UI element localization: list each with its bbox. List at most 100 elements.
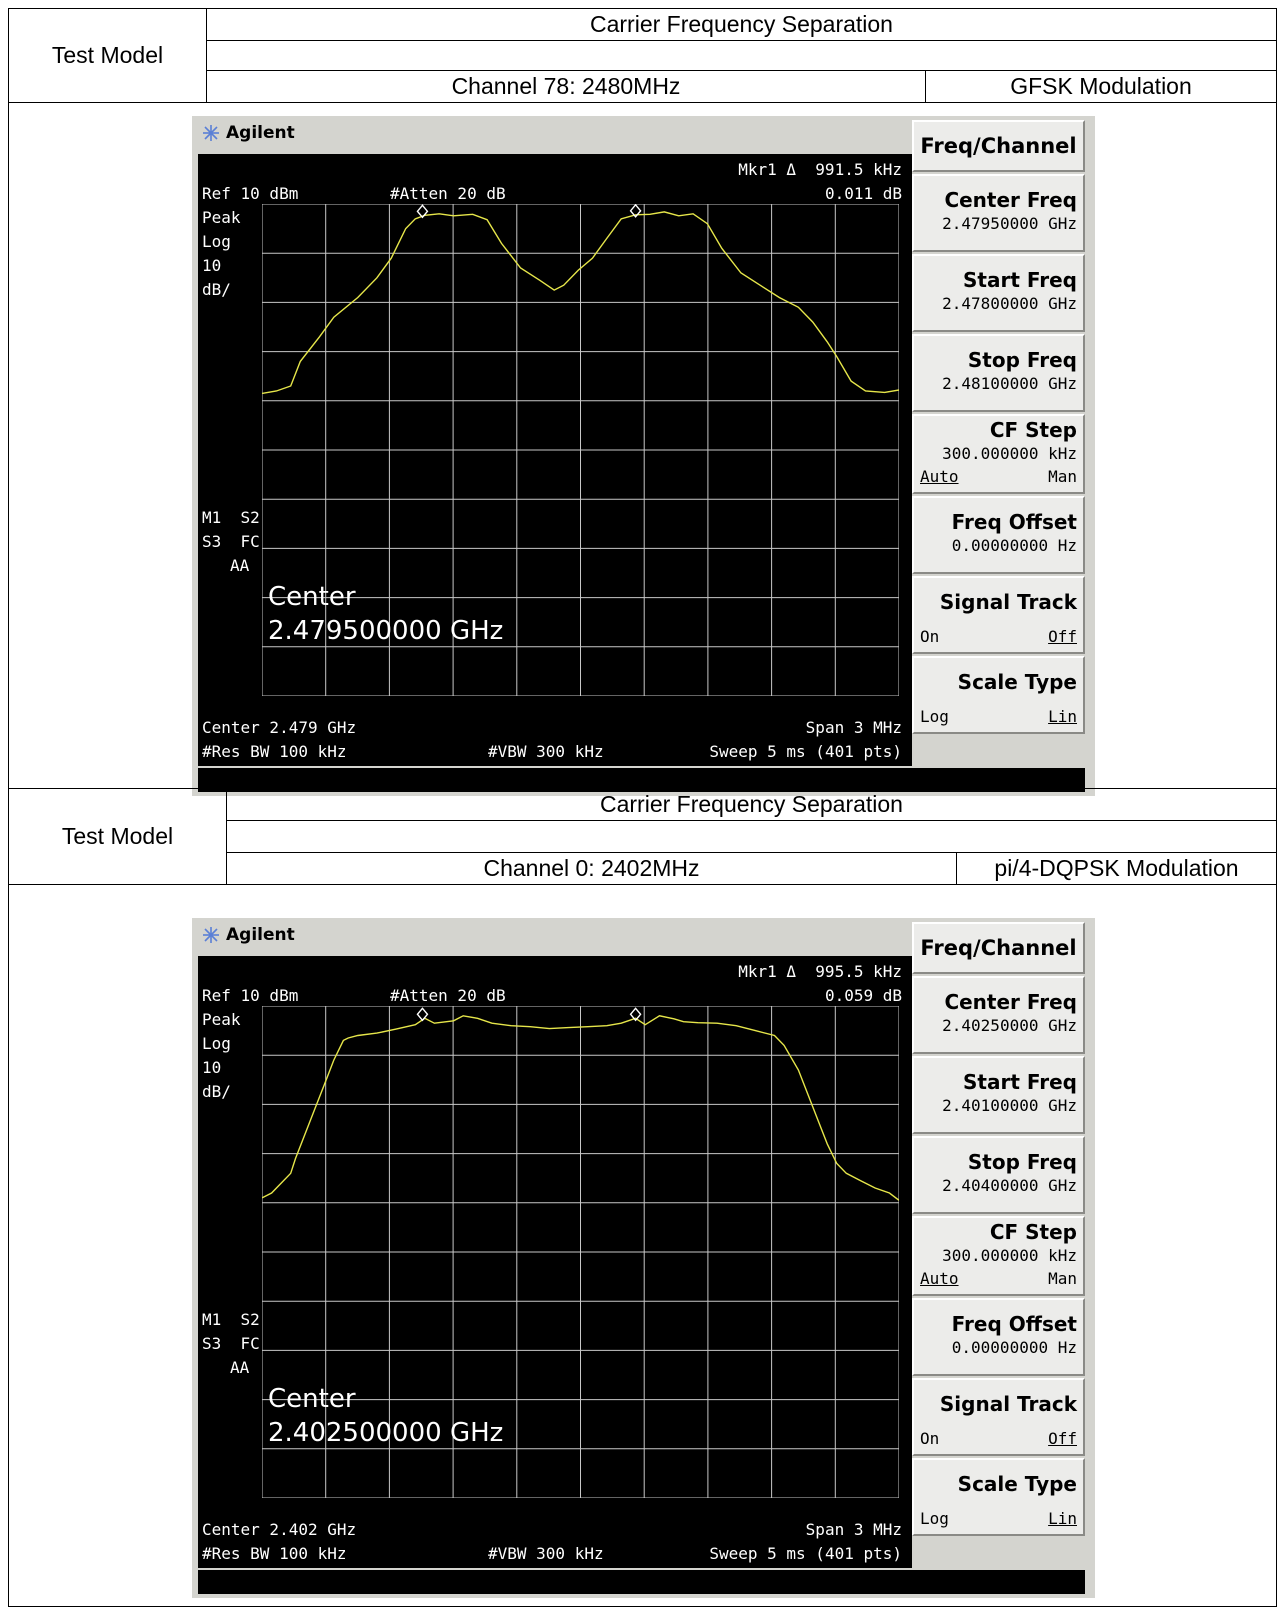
center-frequency: Center 2.479 GHz xyxy=(202,718,357,737)
table-border xyxy=(956,852,957,885)
marker-diamond-icon xyxy=(629,1007,642,1022)
stop-freq-key[interactable]: Stop Freq 2.40400000 GHz xyxy=(912,1136,1085,1214)
marker-diamond-icon xyxy=(416,1007,429,1022)
key-label: Scale Type xyxy=(957,1472,1077,1496)
key-option-auto: Auto xyxy=(920,467,959,486)
spectrum-trace xyxy=(262,1015,899,1201)
center-freq-key[interactable]: Center Freq 2.40250000 GHz xyxy=(912,976,1085,1054)
key-value: 2.40250000 GHz xyxy=(942,1016,1077,1035)
table-border xyxy=(8,8,9,788)
res-bw: #Res BW 100 kHz xyxy=(202,1544,347,1563)
key-value: 2.40100000 GHz xyxy=(942,1096,1077,1115)
table-border xyxy=(8,884,1277,885)
center-label: Center xyxy=(268,582,356,612)
start-freq-key[interactable]: Start Freq 2.47800000 GHz xyxy=(912,254,1085,332)
ref-level: Ref 10 dBm xyxy=(202,986,299,1005)
scale-div: 10 xyxy=(202,256,222,275)
key-value: 2.48100000 GHz xyxy=(942,374,1077,393)
signal-track-key[interactable]: Signal Track On Off xyxy=(912,576,1085,654)
menu-title-key[interactable]: Freq/Channel xyxy=(912,120,1085,172)
center-value: 2.479500000 GHz xyxy=(268,616,504,646)
marker-readout: Mkr1 Δ 995.5 kHz xyxy=(738,962,902,981)
key-option-lin: Lin xyxy=(1048,1509,1077,1528)
key-option-man: Man xyxy=(1048,1269,1077,1288)
modulation-label: GFSK Modulation xyxy=(1010,73,1192,99)
agilent-logo-icon xyxy=(202,124,220,142)
status-line-2: S3 FC xyxy=(202,1334,260,1353)
scale-unit: dB/ xyxy=(202,1082,231,1101)
table-border xyxy=(8,788,1277,789)
key-label: Signal Track xyxy=(939,1392,1077,1416)
key-label: Signal Track xyxy=(939,590,1077,614)
sweep: Sweep 5 ms (401 pts) xyxy=(709,1544,902,1563)
menu-title: Freq/Channel xyxy=(920,134,1077,158)
table-border xyxy=(8,788,9,1607)
table-border xyxy=(1276,8,1277,788)
stop-freq-key[interactable]: Stop Freq 2.48100000 GHz xyxy=(912,334,1085,412)
key-label: Scale Type xyxy=(957,670,1077,694)
key-label: CF Step xyxy=(989,418,1077,442)
key-value: 2.47800000 GHz xyxy=(942,294,1077,313)
start-freq-key[interactable]: Start Freq 2.40100000 GHz xyxy=(912,1056,1085,1134)
status-bar xyxy=(198,1570,1085,1594)
modulation-label: pi/4-DQPSK Modulation xyxy=(994,855,1239,881)
key-option-log: Log xyxy=(920,707,949,726)
marker-label: 1 xyxy=(632,1006,639,1007)
table-border xyxy=(206,70,1277,71)
table-border xyxy=(206,8,207,103)
signal-track-key[interactable]: Signal Track On Off xyxy=(912,1378,1085,1456)
analyzer-screenshot: Agilent Mkr1 Δ 991.5 kHz 0.011 dB Ref 10… xyxy=(192,116,1095,796)
key-label: CF Step xyxy=(989,1220,1077,1244)
key-value: 2.47950000 GHz xyxy=(942,214,1077,233)
key-label: Center Freq xyxy=(944,188,1077,212)
scale-type-readout: Log xyxy=(202,1034,231,1053)
table-border xyxy=(226,852,1277,853)
test-model-label: Test Model xyxy=(61,823,174,849)
key-label: Freq Offset xyxy=(951,510,1077,534)
agilent-logo-icon xyxy=(202,926,220,944)
detector-mode: Peak xyxy=(202,208,241,227)
sweep: Sweep 5 ms (401 pts) xyxy=(709,742,902,761)
status-line-2: S3 FC xyxy=(202,532,260,551)
table-border xyxy=(8,1606,1277,1607)
channel-label: Channel 0: 2402MHz xyxy=(483,855,700,881)
menu-title-key[interactable]: Freq/Channel xyxy=(912,922,1085,974)
scale-type-key[interactable]: Scale Type Log Lin xyxy=(912,656,1085,734)
analyzer-screenshot: Agilent Mkr1 Δ 995.5 kHz 0.059 dB Ref 10… xyxy=(192,918,1095,1598)
table-border xyxy=(226,820,1277,821)
menu-title: Freq/Channel xyxy=(920,936,1077,960)
vbw: #VBW 300 kHz xyxy=(488,742,604,761)
center-label: Center xyxy=(268,1384,356,1414)
key-option-log: Log xyxy=(920,1509,949,1528)
brand-name: Agilent xyxy=(226,123,295,143)
key-value: 2.40400000 GHz xyxy=(942,1176,1077,1195)
vbw: #VBW 300 kHz xyxy=(488,1544,604,1563)
scale-type-readout: Log xyxy=(202,232,231,251)
plot-grid xyxy=(262,1006,899,1498)
key-value: 300.000000 kHz xyxy=(942,444,1077,463)
center-freq-key[interactable]: Center Freq 2.47950000 GHz xyxy=(912,174,1085,252)
cf-step-key[interactable]: CF Step 300.000000 kHz Auto Man xyxy=(912,1216,1085,1296)
span: Span 3 MHz xyxy=(805,1520,902,1539)
channel-label: Channel 78: 2480MHz xyxy=(451,73,681,99)
res-bw: #Res BW 100 kHz xyxy=(202,742,347,761)
status-line-1: M1 S2 xyxy=(202,1310,260,1329)
center-value: 2.402500000 GHz xyxy=(268,1418,504,1448)
analyzer-brand: Agilent xyxy=(202,120,295,146)
key-label: Stop Freq xyxy=(967,348,1077,372)
table-border xyxy=(206,40,1277,41)
plot-grid xyxy=(262,204,899,696)
spectrum-plot: 1R 1 xyxy=(262,1006,899,1498)
cf-step-key[interactable]: CF Step 300.000000 kHz Auto Man xyxy=(912,414,1085,494)
marker-label: 1R xyxy=(416,1006,430,1007)
freq-offset-key[interactable]: Freq Offset 0.00000000 Hz xyxy=(912,496,1085,574)
scale-type-key[interactable]: Scale Type Log Lin xyxy=(912,1458,1085,1536)
table-border xyxy=(1276,788,1277,1607)
analyzer-brand: Agilent xyxy=(202,922,295,948)
panel-title: Carrier Frequency Separation xyxy=(600,791,903,817)
attenuation: #Atten 20 dB xyxy=(390,184,506,203)
analyzer-display: Mkr1 Δ 991.5 kHz 0.011 dB Ref 10 dBm #At… xyxy=(198,154,912,766)
marker-delta: 0.011 dB xyxy=(824,184,902,203)
marker-delta: 0.059 dB xyxy=(824,986,902,1005)
freq-offset-key[interactable]: Freq Offset 0.00000000 Hz xyxy=(912,1298,1085,1376)
